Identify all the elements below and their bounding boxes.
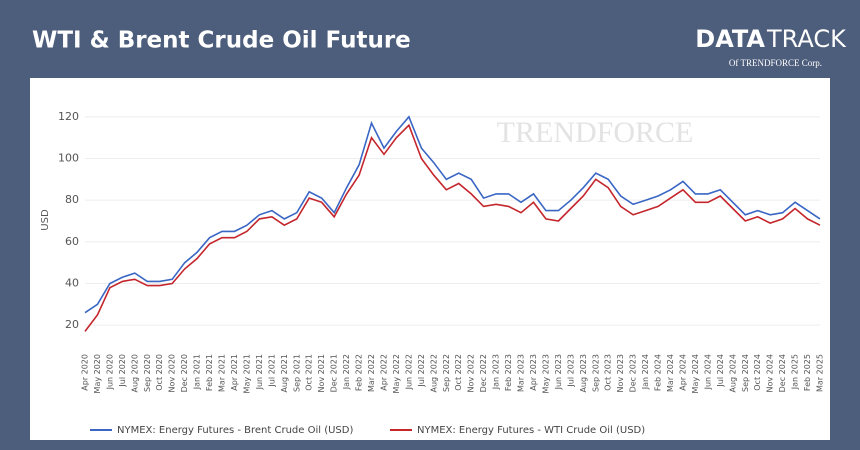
- x-tick-label: Dec 2024: [778, 354, 787, 392]
- x-tick-label: Apr 2024: [678, 354, 687, 391]
- x-tick-label: Sep 2020: [143, 354, 152, 392]
- x-tick-label: Sep 2023: [591, 354, 600, 392]
- x-tick-label: Feb 2023: [504, 354, 513, 391]
- x-tick-label: Apr 2021: [230, 354, 239, 391]
- x-tick-label: Nov 2021: [317, 354, 326, 393]
- logo-light: TRACK: [766, 25, 847, 53]
- x-tick-label: Aug 2020: [130, 354, 139, 393]
- x-tick-label: Aug 2024: [728, 354, 737, 393]
- x-tick-label: Jan 2021: [193, 354, 202, 390]
- x-tick-label: Aug 2022: [429, 354, 438, 393]
- x-tick-label: Oct 2021: [305, 354, 314, 391]
- y-tick-label: 20: [65, 318, 79, 331]
- y-tick-label: 40: [65, 277, 79, 290]
- x-tick-label: Mar 2025: [816, 354, 825, 392]
- x-tick-label: Oct 2020: [155, 354, 164, 391]
- logo-sub: Of TRENDFORCE Corp.: [729, 58, 822, 68]
- x-tick-label: Aug 2021: [280, 354, 289, 393]
- x-tick-label: Mar 2021: [218, 354, 227, 392]
- x-tick-label: Jan 2025: [791, 354, 800, 390]
- y-tick-label: 100: [58, 152, 79, 165]
- panel: [30, 78, 830, 440]
- x-tick-label: May 2021: [242, 354, 251, 393]
- x-tick-label: Mar 2024: [666, 354, 675, 392]
- x-tick-label: Jul 2022: [417, 354, 426, 388]
- x-tick-label: Feb 2025: [803, 354, 812, 391]
- x-tick-label: Aug 2023: [579, 354, 588, 393]
- x-tick-label: Feb 2022: [355, 354, 364, 391]
- x-tick-label: Dec 2020: [180, 354, 189, 392]
- series-line: [84, 115, 821, 314]
- x-tick-label: Jun 2021: [255, 354, 264, 390]
- x-tick-label: Jul 2020: [118, 354, 127, 388]
- x-tick-label: Nov 2020: [168, 354, 177, 393]
- series-line: [84, 123, 821, 332]
- x-tick-label: Jul 2023: [566, 354, 575, 388]
- x-tick-label: Jul 2021: [267, 354, 276, 388]
- x-tick-label: Apr 2022: [379, 354, 388, 391]
- x-tick-label: Jun 2024: [703, 354, 712, 390]
- y-axis-label: USD: [40, 209, 51, 231]
- chart-title: WTI & Brent Crude Oil Future: [32, 28, 411, 54]
- x-tick-label: Mar 2022: [367, 354, 376, 392]
- x-tick-label: May 2023: [541, 354, 550, 393]
- x-tick-label: Dec 2022: [479, 354, 488, 392]
- x-tick-label: Dec 2021: [330, 354, 339, 392]
- y-tick-label: 80: [65, 193, 79, 206]
- x-tick-label: Dec 2023: [629, 354, 638, 392]
- x-tick-label: Feb 2021: [205, 354, 214, 391]
- x-tick-label: Nov 2022: [467, 354, 476, 393]
- x-tick-label: Oct 2023: [604, 354, 613, 391]
- x-tick-label: May 2024: [691, 354, 700, 393]
- x-tick-label: Jul 2024: [716, 354, 725, 388]
- x-tick-label: Nov 2024: [766, 354, 775, 393]
- x-tick-label: Oct 2022: [454, 354, 463, 391]
- legend-label: NYMEX: Energy Futures - Brent Crude Oil …: [117, 425, 353, 436]
- logo-bold: DATA: [695, 25, 765, 53]
- x-tick-label: May 2020: [93, 354, 102, 393]
- x-tick-label: Sep 2021: [292, 354, 301, 392]
- x-tick-label: Jan 2024: [641, 354, 650, 390]
- x-tick-label: Jun 2020: [105, 354, 114, 390]
- x-tick-label: Oct 2024: [753, 354, 762, 391]
- x-tick-label: Sep 2022: [442, 354, 451, 392]
- y-tick-label: 120: [58, 110, 79, 123]
- y-tick-label: 60: [65, 235, 79, 248]
- x-tick-label: Mar 2023: [517, 354, 526, 392]
- legend-label: NYMEX: Energy Futures - WTI Crude Oil (U…: [417, 425, 645, 436]
- x-tick-label: Jun 2022: [404, 354, 413, 390]
- x-tick-label: Sep 2024: [741, 354, 750, 392]
- x-tick-label: Nov 2023: [616, 354, 625, 393]
- watermark: TRENDFORCE: [497, 116, 694, 149]
- x-tick-label: May 2022: [392, 354, 401, 393]
- x-tick-label: Jun 2023: [554, 354, 563, 390]
- x-tick-label: Apr 2023: [529, 354, 538, 391]
- x-tick-label: Apr 2020: [81, 354, 90, 391]
- x-tick-label: Feb 2024: [654, 354, 663, 391]
- x-tick-label: Jan 2023: [492, 354, 501, 390]
- x-tick-label: Jan 2022: [342, 354, 351, 390]
